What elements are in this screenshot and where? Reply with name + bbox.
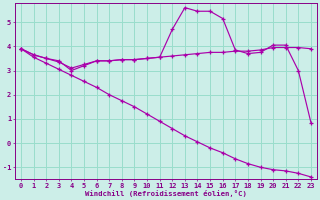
X-axis label: Windchill (Refroidissement éolien,°C): Windchill (Refroidissement éolien,°C) (85, 190, 247, 197)
